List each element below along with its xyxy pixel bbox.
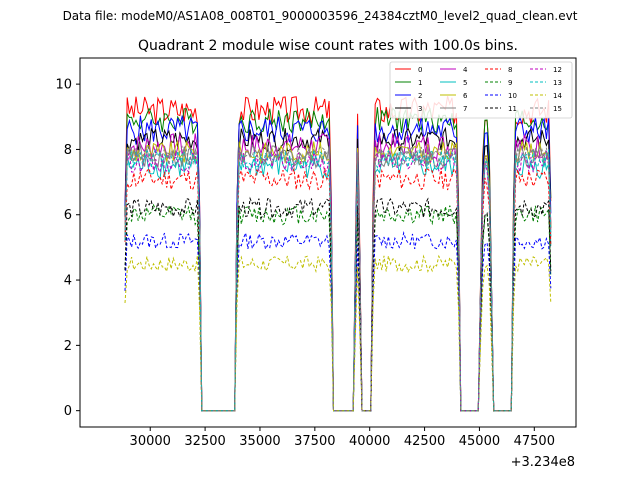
legend-label-0: 0 [418,66,422,74]
series-line-13 [124,148,552,412]
suptitle: Data file: modeM0/AS1A08_008T01_90000035… [63,9,578,23]
legend-label-13: 13 [553,79,562,87]
x-tick-label: 42500 [404,434,445,449]
legend-label-5: 5 [463,79,467,87]
legend-box [389,61,573,119]
y-tick-label: 6 [64,208,72,223]
y-tick-label: 10 [55,78,72,93]
legend-label-1: 1 [418,79,422,87]
x-offset-label: +3.234e8 [511,455,575,470]
x-tick-label: 37500 [294,434,335,449]
x-tick-label: 30000 [130,434,171,449]
legend-label-11: 11 [508,105,517,113]
y-tick-label: 4 [64,274,72,289]
series-line-8 [124,167,552,412]
legend-label-2: 2 [418,92,422,100]
plot-frame [79,57,577,428]
chart-title: Quadrant 2 module wise count rates with … [138,38,518,54]
legend-label-15: 15 [553,105,562,113]
legend-label-12: 12 [553,66,562,74]
x-tick-label: 32500 [184,434,225,449]
legend-label-7: 7 [463,105,467,113]
legend-label-6: 6 [463,92,468,100]
y-axis: 0 2 4 6 8 10 [55,78,80,419]
legend-label-9: 9 [508,79,512,87]
legend-label-3: 3 [418,105,422,113]
y-tick-label: 8 [64,143,72,158]
x-tick-label: 45000 [459,434,500,449]
x-axis: 30000 32500 35000 37500 40000 42500 45000 47500 [130,427,555,449]
series-layer [124,96,552,412]
y-tick-label: 2 [64,339,72,354]
series-line-15 [124,144,552,412]
y-tick-label: 0 [64,404,72,419]
x-tick-label: 40000 [349,434,390,449]
x-tick-label: 47500 [514,434,555,449]
legend-label-4: 4 [463,66,468,74]
x-tick-label: 35000 [239,434,280,449]
legend-label-14: 14 [553,92,562,100]
legend-label-10: 10 [508,92,517,100]
legend-label-8: 8 [508,66,512,74]
